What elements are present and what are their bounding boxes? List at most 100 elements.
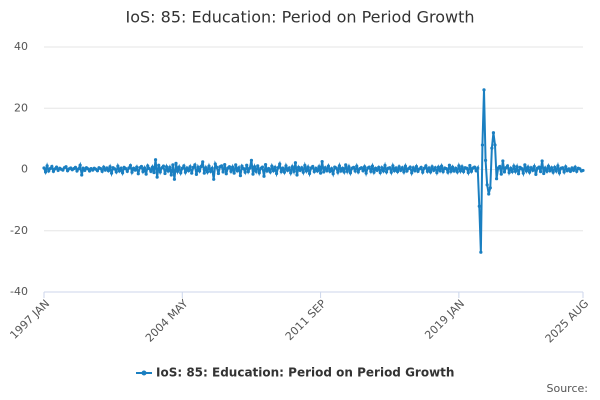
y-tick-label: 20 bbox=[14, 101, 28, 114]
point bbox=[106, 169, 111, 173]
point bbox=[554, 169, 558, 173]
point bbox=[414, 164, 419, 169]
point bbox=[210, 166, 214, 170]
point bbox=[512, 164, 516, 168]
point bbox=[175, 169, 180, 173]
point bbox=[465, 166, 469, 170]
point bbox=[340, 166, 345, 170]
point bbox=[251, 172, 255, 176]
point bbox=[168, 165, 172, 169]
point bbox=[260, 165, 265, 169]
point bbox=[454, 166, 458, 170]
point bbox=[344, 163, 348, 167]
x-tick-label: 2004 MAY bbox=[143, 297, 191, 345]
point bbox=[227, 165, 232, 169]
point bbox=[182, 164, 186, 168]
point bbox=[186, 169, 191, 173]
point bbox=[355, 164, 359, 168]
point bbox=[476, 166, 480, 170]
point bbox=[485, 183, 489, 187]
point bbox=[119, 166, 123, 170]
point bbox=[391, 164, 395, 168]
point bbox=[212, 177, 216, 181]
point bbox=[491, 131, 496, 135]
point bbox=[570, 166, 574, 170]
point bbox=[219, 164, 224, 168]
point bbox=[438, 169, 442, 173]
point bbox=[553, 165, 557, 169]
point bbox=[370, 164, 375, 168]
point bbox=[509, 166, 513, 170]
point bbox=[520, 166, 524, 171]
point bbox=[444, 166, 448, 171]
point bbox=[80, 173, 84, 177]
point bbox=[278, 162, 282, 166]
point bbox=[436, 165, 441, 169]
point bbox=[202, 171, 206, 175]
point bbox=[241, 166, 246, 171]
point bbox=[183, 170, 188, 174]
point bbox=[256, 164, 260, 168]
point bbox=[307, 171, 312, 176]
point bbox=[531, 168, 535, 173]
point bbox=[114, 170, 118, 174]
point bbox=[322, 170, 326, 174]
point bbox=[361, 169, 365, 173]
point bbox=[205, 170, 210, 174]
point bbox=[439, 164, 444, 168]
point bbox=[432, 168, 436, 173]
point bbox=[246, 170, 250, 174]
point bbox=[383, 163, 387, 168]
point bbox=[466, 170, 470, 175]
point bbox=[410, 171, 414, 175]
x-tick-label: 2025 AUG bbox=[543, 297, 592, 346]
point bbox=[359, 166, 364, 170]
point bbox=[367, 165, 371, 169]
point bbox=[483, 158, 488, 162]
point bbox=[549, 166, 554, 170]
point bbox=[557, 171, 562, 175]
point bbox=[142, 166, 147, 170]
point bbox=[381, 169, 386, 173]
point bbox=[480, 143, 485, 147]
point bbox=[339, 169, 343, 173]
point bbox=[479, 250, 483, 254]
point bbox=[532, 164, 536, 169]
point bbox=[556, 164, 560, 168]
point bbox=[428, 170, 433, 174]
point bbox=[263, 163, 268, 167]
point bbox=[185, 166, 189, 170]
point bbox=[342, 170, 346, 174]
point bbox=[116, 164, 120, 168]
point bbox=[540, 159, 544, 163]
point bbox=[120, 171, 125, 175]
point bbox=[235, 169, 239, 173]
point bbox=[455, 170, 459, 174]
point bbox=[125, 169, 129, 173]
point bbox=[285, 168, 290, 173]
point bbox=[422, 166, 426, 170]
point bbox=[507, 170, 511, 175]
point bbox=[323, 166, 327, 170]
point bbox=[482, 88, 486, 92]
point bbox=[562, 170, 566, 174]
point bbox=[172, 177, 177, 181]
point bbox=[499, 172, 503, 176]
point bbox=[169, 173, 173, 177]
point bbox=[157, 163, 161, 167]
point bbox=[76, 167, 81, 171]
point bbox=[254, 169, 258, 173]
point bbox=[284, 164, 288, 168]
point bbox=[274, 171, 279, 176]
chart-title: IoS: 85: Education: Period on Period Gro… bbox=[126, 8, 475, 27]
point bbox=[405, 169, 409, 173]
point bbox=[331, 172, 335, 176]
point bbox=[461, 170, 466, 174]
point bbox=[147, 166, 151, 171]
point bbox=[223, 163, 227, 167]
point bbox=[320, 159, 324, 164]
point bbox=[146, 164, 150, 168]
point bbox=[356, 170, 360, 174]
point bbox=[306, 165, 310, 169]
point bbox=[230, 165, 235, 169]
